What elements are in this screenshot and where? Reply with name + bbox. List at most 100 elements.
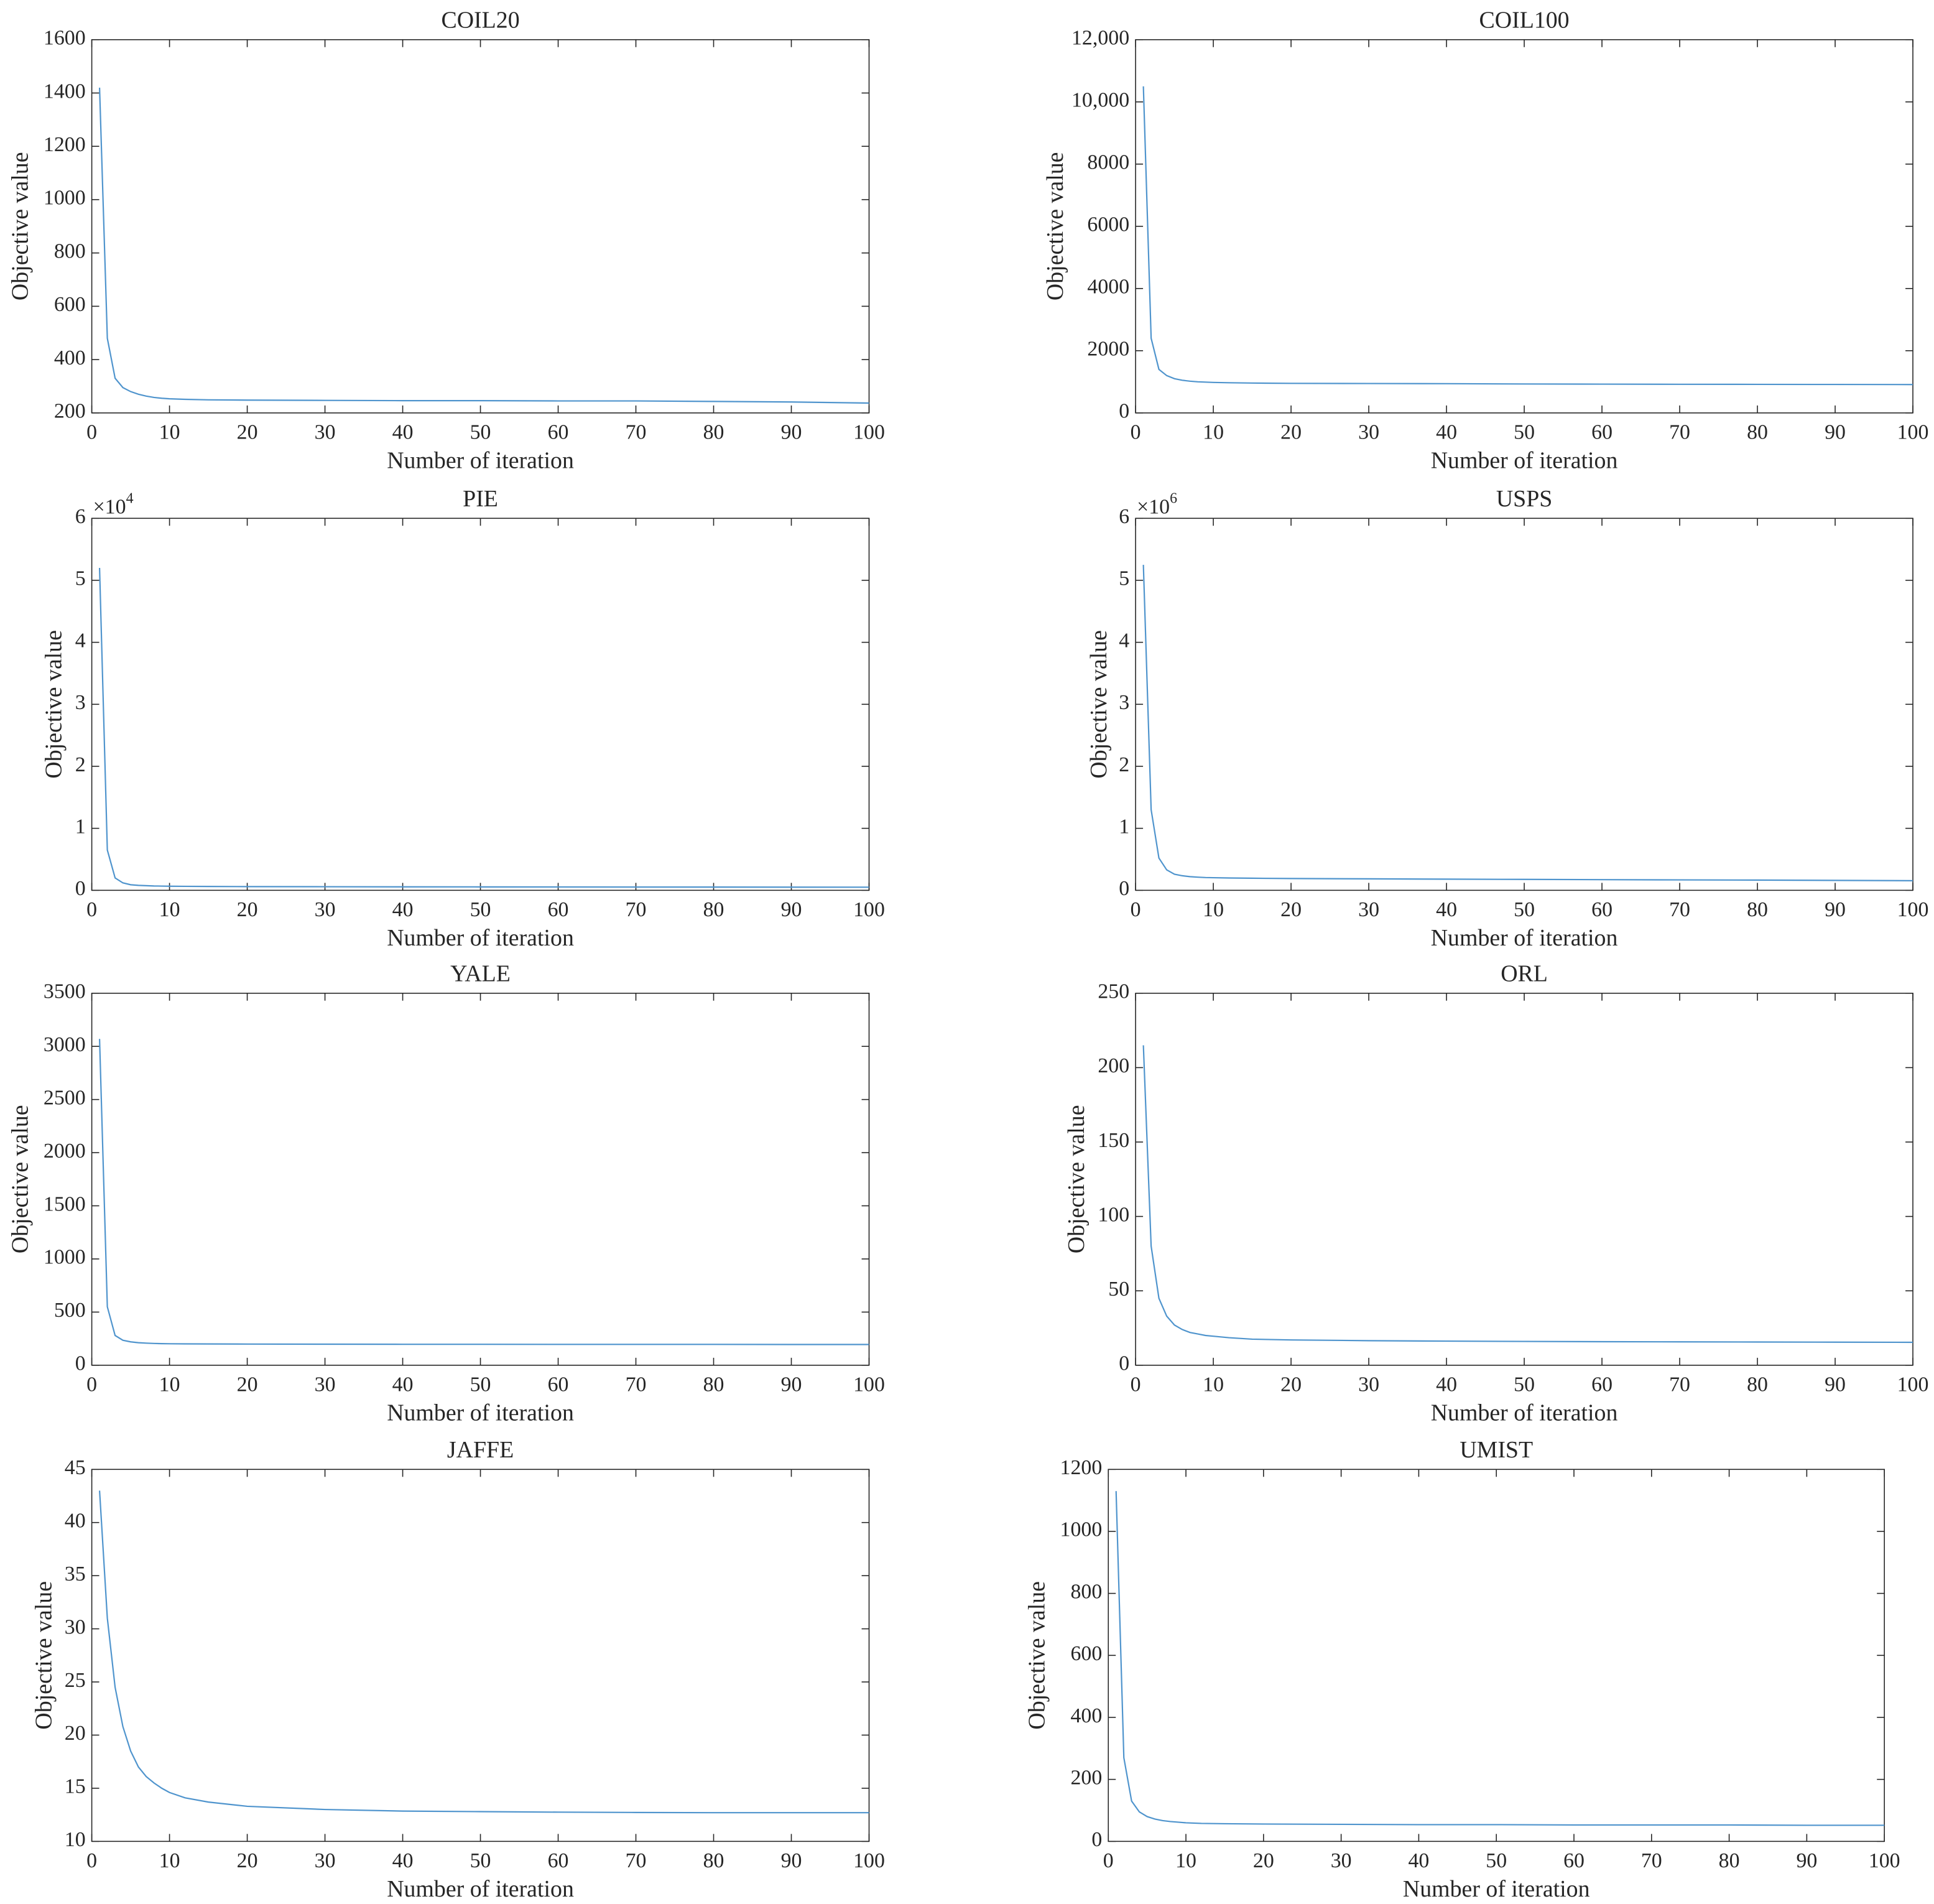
x-tick-label: 100 xyxy=(853,421,885,444)
x-tick-label: 70 xyxy=(626,421,647,444)
x-tick-label: 10 xyxy=(159,421,180,444)
x-tick-label: 40 xyxy=(1408,1849,1429,1872)
x-tick-label: 20 xyxy=(237,421,258,444)
chart-title: ORL xyxy=(1501,961,1548,987)
y-tick-label: 2 xyxy=(75,753,86,776)
x-tick-label: 20 xyxy=(237,1373,258,1396)
data-line xyxy=(99,87,869,404)
y-tick-label: 200 xyxy=(1070,1766,1102,1789)
data-line xyxy=(1115,1491,1885,1826)
x-tick-label: 10 xyxy=(1203,421,1224,444)
x-tick-label: 60 xyxy=(548,1373,569,1396)
x-tick-label: 90 xyxy=(781,898,802,921)
x-tick-label: 50 xyxy=(1514,1373,1535,1396)
data-line xyxy=(1142,86,1913,386)
x-tick-label: 70 xyxy=(626,1373,647,1396)
x-tick-label: 50 xyxy=(470,898,491,921)
y-tick-label: 6 xyxy=(1119,505,1129,528)
y-tick-label: 3 xyxy=(1119,691,1129,714)
plot-frame xyxy=(1135,39,1913,414)
y-tick-label: 35 xyxy=(65,1563,86,1586)
y-tick-label: 200 xyxy=(1098,1054,1129,1077)
y-tick-label: 800 xyxy=(54,239,86,262)
x-tick-label: 90 xyxy=(1796,1849,1817,1872)
y-tick-label: 250 xyxy=(1098,980,1129,1003)
plot-frame xyxy=(91,992,870,1366)
x-tick-label: 100 xyxy=(853,1849,885,1872)
y-tick-label: 800 xyxy=(1070,1580,1102,1603)
y-tick-label: 2 xyxy=(1119,753,1129,776)
x-tick-label: 90 xyxy=(781,1373,802,1396)
chart-panel: 0 10 20 30 40 50 60 70 80 90 100 0 50 100 150 200 250 ORL… xyxy=(1063,961,1928,1426)
chart-title: COIL20 xyxy=(441,7,519,34)
x-tick-label: 60 xyxy=(548,421,569,444)
chart-panel: 0 10 20 30 40 50 60 70 80 90 100 0 1 2 3 4 5 6 USPS Number … xyxy=(1086,486,1928,951)
y-tick-label: 45 xyxy=(65,1456,86,1479)
y-tick-label: 1000 xyxy=(44,1246,86,1269)
y-tick-label: 600 xyxy=(1070,1642,1102,1665)
x-tick-label: 0 xyxy=(86,1373,97,1396)
x-tick-label: 0 xyxy=(86,421,97,444)
x-axis-label: Number of iteration xyxy=(387,1876,574,1902)
x-tick-label: 80 xyxy=(703,898,724,921)
x-tick-label: 50 xyxy=(470,1373,491,1396)
y-tick-label: 1200 xyxy=(44,133,86,156)
y-tick-label: 12,000 xyxy=(1071,27,1129,50)
x-tick-label: 30 xyxy=(1358,898,1379,921)
y-tick-label: 1500 xyxy=(44,1192,86,1215)
y-tick-label: 100 xyxy=(1098,1203,1129,1226)
x-tick-label: 60 xyxy=(548,1849,569,1872)
x-tick-label: 30 xyxy=(315,898,336,921)
x-tick-label: 30 xyxy=(315,1849,336,1872)
x-axis-label: Number of iteration xyxy=(387,447,574,473)
x-tick-label: 80 xyxy=(703,1849,724,1872)
x-tick-label: 100 xyxy=(853,1373,885,1396)
x-tick-label: 20 xyxy=(237,898,258,921)
y-tick-label: 3500 xyxy=(44,980,86,1003)
x-tick-label: 70 xyxy=(626,1849,647,1872)
y-tick-label: 1 xyxy=(75,815,86,838)
x-tick-label: 70 xyxy=(626,898,647,921)
data-line xyxy=(1142,1045,1913,1344)
y-tick-label: 50 xyxy=(1108,1278,1129,1301)
x-tick-label: 30 xyxy=(315,421,336,444)
plot-frame xyxy=(1135,518,1913,891)
x-tick-label: 40 xyxy=(1436,1373,1457,1396)
y-tick-label: 1200 xyxy=(1060,1456,1103,1479)
y-tick-label: 500 xyxy=(54,1299,86,1322)
x-tick-label: 60 xyxy=(1591,898,1612,921)
y-tick-label: 8000 xyxy=(1087,151,1129,174)
x-axis-label: Number of iteration xyxy=(1431,447,1618,473)
x-axis-label: Number of iteration xyxy=(387,925,574,951)
x-tick-label: 40 xyxy=(1436,421,1457,444)
x-tick-label: 50 xyxy=(470,1849,491,1872)
x-tick-label: 100 xyxy=(1897,898,1929,921)
y-tick-label: 4000 xyxy=(1087,276,1129,299)
chart-panel: 0 10 20 30 40 50 60 70 80 90 100 0 1 2 3 4 5 6 PIE Number o… xyxy=(40,486,884,951)
y-tick-label: 400 xyxy=(1070,1704,1102,1727)
y-scale-exponent: 4 xyxy=(126,491,134,507)
y-tick-label: 15 xyxy=(65,1775,86,1798)
x-tick-label: 100 xyxy=(1897,1373,1929,1396)
y-scale-base: ×10 xyxy=(93,495,126,518)
y-tick-label: 20 xyxy=(65,1722,86,1745)
data-line xyxy=(99,567,869,888)
chart-title: COIL100 xyxy=(1479,7,1570,34)
y-tick-label: 150 xyxy=(1098,1129,1129,1152)
x-tick-label: 90 xyxy=(781,1849,802,1872)
y-axis-label: Objective value xyxy=(40,630,67,779)
y-tick-label: 25 xyxy=(65,1669,86,1692)
y-axis-label: Objective value xyxy=(7,1105,34,1253)
data-line xyxy=(1142,564,1913,881)
x-tick-label: 0 xyxy=(86,1849,97,1872)
y-scale-factor: ×106 xyxy=(1137,491,1177,518)
y-axis-label: Objective value xyxy=(1086,630,1112,779)
y-tick-label: 1400 xyxy=(44,80,86,103)
x-tick-label: 40 xyxy=(1436,898,1457,921)
x-tick-label: 40 xyxy=(392,1373,414,1396)
y-tick-label: 40 xyxy=(65,1509,86,1532)
plot-frame xyxy=(91,518,870,891)
y-tick-label: 200 xyxy=(54,400,86,423)
y-tick-label: 1000 xyxy=(44,187,86,210)
y-tick-label: 1 xyxy=(1119,815,1129,838)
